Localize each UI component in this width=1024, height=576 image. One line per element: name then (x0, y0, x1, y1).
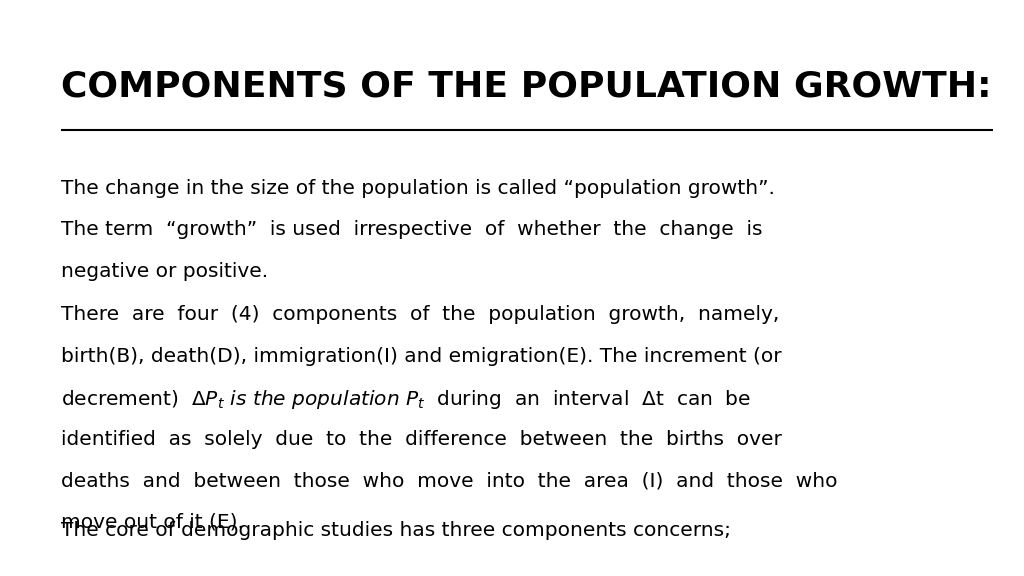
Text: The term  “growth”  is used  irrespective  of  whether  the  change  is: The term “growth” is used irrespective o… (61, 220, 763, 239)
Text: decrement)  $\Delta P_t\ \mathit{is\ the\ population\ }P_t$  during  an  interva: decrement) $\Delta P_t\ \mathit{is\ the\… (61, 388, 752, 411)
Text: birth(B), death(D), immigration(I) and emigration(E). The increment (or: birth(B), death(D), immigration(I) and e… (61, 347, 782, 366)
Text: The change in the size of the population is called “population growth”.: The change in the size of the population… (61, 179, 775, 198)
Text: identified  as  solely  due  to  the  difference  between  the  births  over: identified as solely due to the differen… (61, 430, 782, 449)
Text: negative or positive.: negative or positive. (61, 262, 268, 281)
Text: There  are  four  (4)  components  of  the  population  growth,  namely,: There are four (4) components of the pop… (61, 305, 780, 324)
Text: move out of it (E).: move out of it (E). (61, 513, 245, 532)
Text: The core of demographic studies has three components concerns;: The core of demographic studies has thre… (61, 521, 731, 540)
Text: deaths  and  between  those  who  move  into  the  area  (I)  and  those  who: deaths and between those who move into t… (61, 471, 838, 490)
Text: COMPONENTS OF THE POPULATION GROWTH:: COMPONENTS OF THE POPULATION GROWTH: (61, 69, 992, 103)
